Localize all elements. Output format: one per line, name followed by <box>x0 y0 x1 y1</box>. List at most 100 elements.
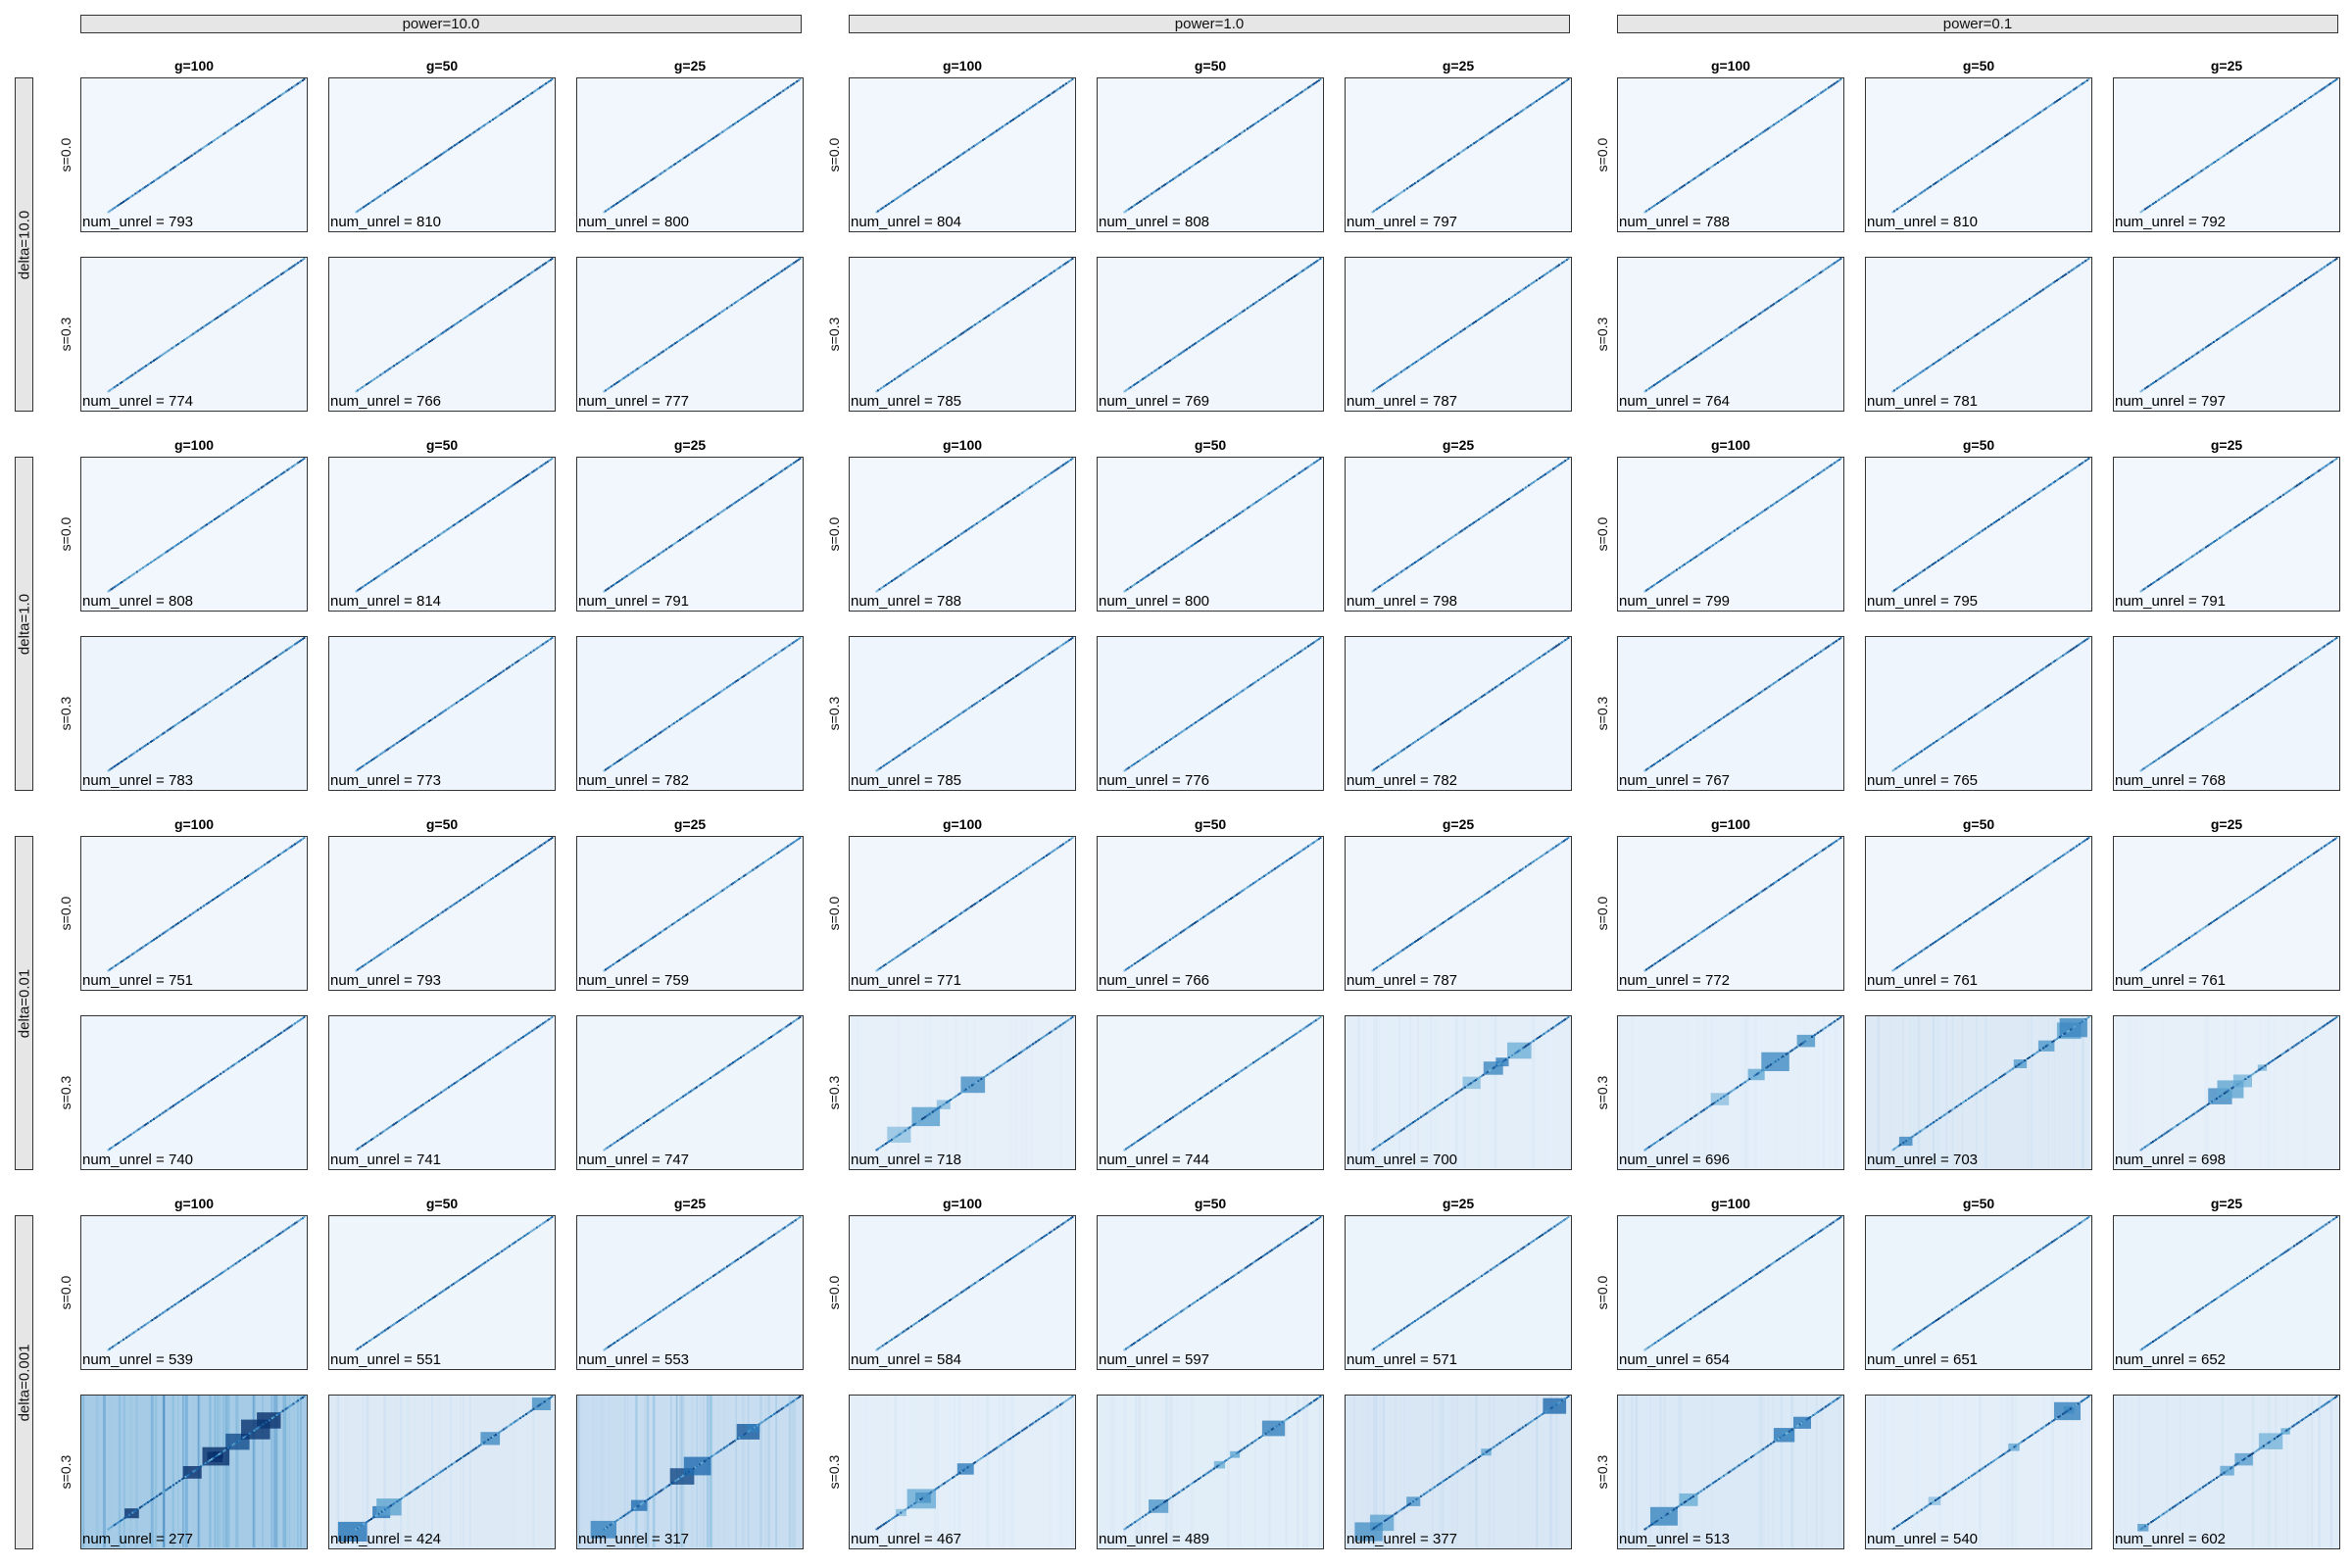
diagonal-cell <box>399 361 402 363</box>
diagonal-cell <box>128 955 131 957</box>
diagonal-cell <box>1966 340 1969 342</box>
diagonal-cell <box>666 168 669 171</box>
diagonal-cell <box>916 742 919 745</box>
diagonal-cell <box>186 336 189 339</box>
diagonal-cell <box>2219 715 2222 718</box>
diagonal-cell <box>2145 207 2148 210</box>
diagonal-cell <box>1158 566 1161 569</box>
diagonal-cell <box>1456 711 1459 714</box>
diagonal-cell <box>2059 277 2061 279</box>
diagonal-cell <box>1663 376 1666 379</box>
diagonal-cell <box>1292 275 1295 278</box>
diagonal-cell <box>1665 375 1668 378</box>
diagonal-cell <box>476 308 479 311</box>
diagonal-cell <box>1152 750 1154 753</box>
diagonal-cell <box>401 179 403 182</box>
s-label: s=0.0 <box>1593 77 1611 232</box>
diagonal-cell <box>1438 724 1441 727</box>
diagonal-cell <box>988 134 991 137</box>
diagonal-cell <box>895 376 898 379</box>
diagonal-cell <box>1050 471 1053 474</box>
diagonal-cell <box>426 542 429 545</box>
diagonal-cell <box>928 554 931 557</box>
diagonal-cell <box>149 741 152 743</box>
diagonal-cell <box>1999 516 2002 519</box>
diagonal-cell <box>168 549 171 552</box>
diagonal-cell <box>1021 670 1024 673</box>
diagonal-cell <box>650 558 653 561</box>
diagonal-cell <box>142 946 145 949</box>
diagonal-cell <box>675 720 678 722</box>
diagonal-cell <box>2167 371 2170 374</box>
g-title: g=25 <box>673 58 707 74</box>
diagonal-cell <box>1690 738 1691 741</box>
diagonal-cell <box>1476 699 1479 701</box>
diagonal-cell <box>2266 125 2269 128</box>
diagonal-cell <box>505 288 508 291</box>
diagonal-cell <box>724 308 727 311</box>
diagonal-cell <box>286 468 289 471</box>
diagonal-cell <box>2045 286 2047 289</box>
diagonal-cell <box>1437 725 1440 728</box>
diagonal-cell <box>773 274 776 277</box>
diagonal-cell <box>1494 307 1496 310</box>
diagonal-cell <box>2282 114 2285 117</box>
diagonal-cell <box>1704 349 1707 352</box>
diagonal-cell <box>898 574 901 577</box>
diagonal-cell <box>2232 527 2234 530</box>
diagonal-cell <box>898 754 901 757</box>
diagonal-cell <box>1390 377 1393 380</box>
diagonal-cell <box>1668 573 1671 576</box>
diagonal-cell <box>184 537 187 540</box>
diagonal-cell <box>2270 502 2273 505</box>
diagonal-cell <box>2008 690 2011 693</box>
diagonal-cell <box>2063 94 2066 97</box>
diagonal-cell <box>1807 659 1810 662</box>
diagonal-cell <box>1838 459 1840 462</box>
diagonal-cell <box>1821 649 1824 652</box>
diagonal-cell <box>1167 561 1170 563</box>
diagonal-cell <box>190 154 193 157</box>
diagonal-cell <box>2300 481 2303 484</box>
diagonal-cell <box>2001 136 2004 139</box>
diagonal-cell <box>1643 769 1646 772</box>
diagonal-cell <box>1189 725 1192 728</box>
diagonal-cell <box>190 333 193 336</box>
diagonal-cell <box>367 203 369 205</box>
diagonal-cell <box>2024 122 2027 124</box>
diagonal-cell <box>2253 313 2256 316</box>
diagonal-cell <box>2192 354 2195 357</box>
diagonal-cell <box>1236 514 1239 516</box>
diagonal-cell <box>783 268 786 270</box>
diagonal-cell <box>1022 490 1025 493</box>
diagonal-cell <box>721 689 724 692</box>
diagonal-cell <box>1256 121 1259 123</box>
diagonal-cell <box>1540 655 1543 658</box>
diagonal-cell <box>1567 258 1570 260</box>
diagonal-cell <box>2167 571 2170 574</box>
diagonal-cell <box>1550 468 1553 471</box>
diagonal-cell <box>286 648 289 651</box>
diagonal-cell <box>1033 483 1036 486</box>
diagonal-cell <box>265 662 268 665</box>
diagonal-cell <box>1313 82 1316 85</box>
diagonal-cell <box>2164 194 2167 197</box>
diagonal-cell <box>1834 462 1837 465</box>
diagonal-cell <box>413 351 416 354</box>
diagonal-cell <box>985 136 988 139</box>
diagonal-cell <box>157 176 160 179</box>
diagonal-cell <box>642 564 645 566</box>
diagonal-cell <box>1702 729 1705 732</box>
diagonal-cell <box>376 196 379 199</box>
diagonal-cell <box>268 481 270 484</box>
diagonal-cell <box>368 581 371 583</box>
diagonal-cell <box>1713 722 1716 725</box>
diagonal-cell <box>452 324 455 327</box>
diagonal-cell <box>1379 764 1382 767</box>
diagonal-cell <box>411 172 414 175</box>
heatmap-panel: num_unrel = 804 <box>849 77 1076 232</box>
diagonal-cell <box>2246 518 2248 520</box>
diagonal-cell <box>131 753 134 756</box>
diagonal-cell <box>1032 105 1035 108</box>
diagonal-cell <box>1937 738 1939 741</box>
